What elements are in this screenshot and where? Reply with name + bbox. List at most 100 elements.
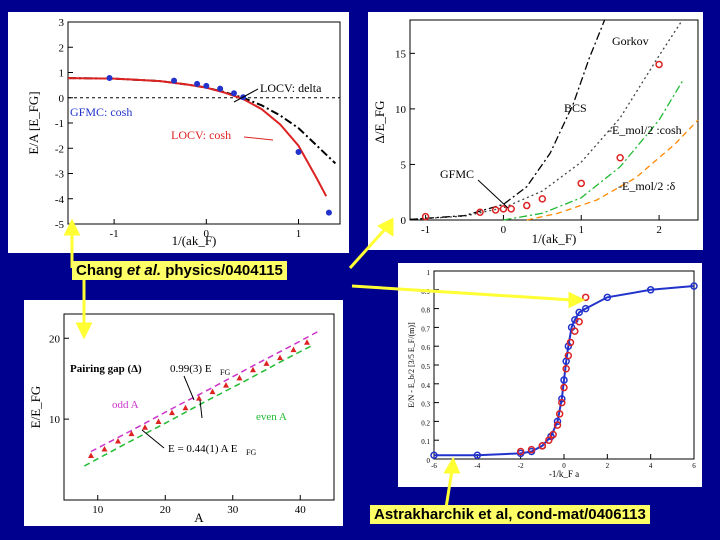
astr-red-point <box>527 445 536 454</box>
astr-ylabel: E/N - E_b/2 [3/5 E_F/(m)] <box>407 322 416 408</box>
energy-xtick-label: 0 <box>204 228 210 240</box>
energy-ytick-label: 0 <box>59 93 65 105</box>
mc-triangle-point <box>209 388 216 395</box>
astr-red-point <box>571 327 579 335</box>
A-xtick-label: 30 <box>227 504 239 516</box>
A-xtick-label: 20 <box>160 504 172 516</box>
energy-ytick-label: 3 <box>59 17 65 29</box>
gfmc-gap-point <box>476 208 484 216</box>
gfmc-gap-point <box>507 205 515 213</box>
mc-triangle-point <box>290 346 297 353</box>
mc-triangle-point <box>101 446 108 452</box>
astr-red-point <box>560 383 568 392</box>
mc-triangle-point <box>169 409 175 416</box>
astr-blue-point <box>564 342 573 350</box>
astr-blue-point <box>430 451 438 459</box>
gfmc-gap-point <box>538 195 547 203</box>
energy-ytick-label: -4 <box>55 194 65 206</box>
astr-ytick-label: 1 <box>427 269 431 277</box>
astr-ytick-label: 0.6 <box>421 344 430 352</box>
panel-astrakharchik: -6-4-2024600.10.20.30.40.50.60.70.80.91-… <box>398 263 702 487</box>
energy-xtick-label: 1 <box>296 228 302 240</box>
chart-energy-vs-A: 10 20 30 40 10 20 A E/E_FG Pairing gap (Δ) 0.99(3… <box>28 313 335 525</box>
astr-xtick-label: -4 <box>474 462 480 470</box>
caption-chang: Chang et al. physics/0404115 <box>72 261 287 280</box>
A-series-line-0 <box>90 329 321 453</box>
gap-ytick-label: 0 <box>401 215 407 227</box>
astr-blue-point <box>560 376 568 384</box>
arrowhead-gap <box>377 217 394 237</box>
arrow-to-astrakharchik <box>351 284 573 302</box>
astr-ytick-label: 0.4 <box>421 382 430 390</box>
leader-locv-delta <box>233 88 259 103</box>
energy-ytick-label: -1 <box>55 118 64 130</box>
gap-ytick-label: 10 <box>395 104 407 116</box>
chart-pairing-gap: -1 0 1 2 0 5 10 15 1/(ak_F) Δ/E_FG Gorkov BCS -E_mol… <box>372 19 699 246</box>
gfmc-energy-point <box>217 85 224 92</box>
chart-energy-crossover: -1 0 1 3 2 1 0 -1 -2 -3 -4 -5 1/(ak_F) E/A [E_FG] LOCV… <box>26 17 341 248</box>
arrowhead-energy <box>63 218 81 236</box>
label-locv-cosh: LOCV: cosh <box>171 128 231 142</box>
astr-ytick-label: 0.1 <box>421 438 430 446</box>
gfmc-energy-point <box>230 90 237 97</box>
astr-ytick-label: 0 <box>427 457 431 465</box>
astr-red-point <box>566 338 575 347</box>
astr-xtick-label: 0 <box>562 462 566 470</box>
gap-series-line-1 <box>409 19 606 221</box>
A-series-line-1 <box>83 344 315 467</box>
gfmc-gap-point <box>616 154 624 162</box>
leader-fit <box>141 429 165 449</box>
astr-blue-point <box>581 304 590 313</box>
astr-blue-point <box>473 451 482 459</box>
astr-red-point <box>553 421 562 429</box>
panel-pairing-gap: -1 0 1 2 0 5 10 15 1/(ak_F) Δ/E_FG Gorkov BCS -E_mol… <box>368 12 703 250</box>
chart-astrakharchik: -6-4-2024600.10.20.30.40.50.60.70.80.91-… <box>407 269 698 479</box>
mc-triangle-point <box>115 437 121 444</box>
arrowhead-A <box>75 322 93 340</box>
astr-red-point <box>555 410 564 418</box>
gfmc-gap-point <box>523 201 531 210</box>
astr-ytick-label: 0.5 <box>421 363 430 371</box>
astr-ytick-label: 0.3 <box>421 401 430 409</box>
energy-ytick-label: -2 <box>55 143 64 155</box>
label-gfmc: GFMC <box>440 167 474 181</box>
mc-triangle-point <box>88 452 94 459</box>
label-even-A: even A <box>256 411 287 423</box>
leader-pairing-1 <box>183 375 195 401</box>
astr-xtick-label: -2 <box>518 462 524 470</box>
label-pairing-gap: Pairing gap (Δ) <box>70 363 142 375</box>
astr-xlabel: -1/k_F a <box>549 469 579 479</box>
astr-red-point <box>558 398 566 407</box>
astr-xtick-label: 2 <box>606 462 610 470</box>
A-plot-frame <box>63 313 335 501</box>
gfmc-energy-point <box>194 80 201 87</box>
gfmc-energy-point <box>203 82 210 89</box>
label-bcs: BCS <box>564 101 587 115</box>
label-pairing-sub: FG <box>220 368 230 377</box>
caption-astrakharchik: Astrakharchik et al, cond-mat/0406113 <box>370 505 650 524</box>
astr-xtick-label: 4 <box>649 462 653 470</box>
astr-xtick-label: 6 <box>692 462 696 470</box>
astr-red-point <box>575 318 583 326</box>
mc-triangle-point <box>196 395 202 401</box>
astr-blue-point <box>646 286 655 294</box>
energy-xtick-label: -1 <box>110 228 119 240</box>
label-fit-sub: FG <box>246 448 256 457</box>
leader-locv-cosh <box>243 136 274 141</box>
mc-triangle-point <box>304 339 310 345</box>
gap-ylabel: Δ/E_FG <box>372 100 387 143</box>
energy-ytick-label: 1 <box>59 68 65 80</box>
energy-ytick-label: 2 <box>59 42 65 54</box>
astr-red-point <box>562 365 570 373</box>
label-emol-cosh: -E_mol/2 :cosh <box>608 123 682 137</box>
astr-blue-point <box>558 395 566 403</box>
panel-energy-vs-A: 10 20 30 40 10 20 A E/E_FG Pairing gap (Δ) 0.99(3… <box>24 300 343 526</box>
astr-blue-point <box>571 316 579 324</box>
mc-triangle-point <box>236 374 243 381</box>
gap-series-line-2 <box>503 80 683 221</box>
A-ytick-label: 10 <box>49 414 61 426</box>
arrow-from-astrakharchik-caption <box>444 469 454 509</box>
label-locv-delta: LOCV: delta <box>260 81 322 95</box>
gfmc-gap-point <box>421 212 430 221</box>
